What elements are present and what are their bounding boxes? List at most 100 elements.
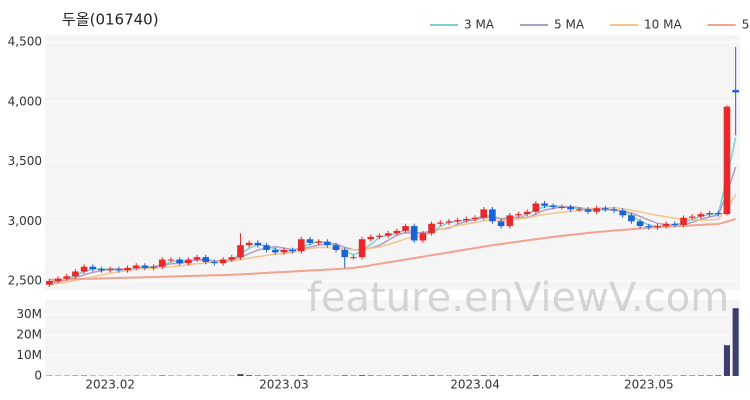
volume-bar [367, 375, 374, 376]
candle-body [402, 226, 409, 231]
chart-title: 두올(016740) [62, 11, 159, 29]
volume-bar [489, 375, 496, 376]
y-tick-label: 2,500 [8, 274, 42, 288]
candle-body [63, 276, 71, 279]
candle-body [393, 230, 401, 234]
candle-body [280, 249, 288, 253]
candle-body [428, 223, 435, 234]
candle-body [332, 245, 340, 250]
candle-body [193, 257, 201, 260]
candle-body [315, 241, 322, 243]
volume-bar [715, 375, 722, 376]
candle-body [489, 209, 496, 222]
y-tick-label: 3,500 [8, 154, 42, 168]
candle-body [515, 214, 522, 216]
candle-body [532, 203, 540, 212]
candle-body [271, 249, 279, 253]
candle-body [306, 239, 314, 243]
volume-bar [159, 375, 166, 376]
candle-body [245, 242, 253, 246]
candle-body [662, 223, 670, 227]
candle-body [454, 220, 461, 222]
candle-body [254, 242, 262, 246]
ma-line [49, 217, 736, 281]
y-tick-label: 4,000 [8, 94, 42, 108]
candle-body [46, 281, 53, 285]
candle-body [132, 265, 140, 268]
candle-body [237, 245, 244, 258]
candle-body [497, 221, 505, 227]
candle-body [228, 257, 236, 260]
watermark: feature.enViewV.com [307, 275, 729, 321]
candle-body [185, 259, 192, 264]
volume-bar [506, 375, 513, 376]
volume-bar [532, 375, 539, 376]
candle-body [593, 208, 600, 212]
candle-body [115, 269, 123, 271]
candle-body [150, 266, 157, 268]
volume-bar [254, 375, 261, 376]
candle-body [549, 205, 557, 207]
candle-body [297, 239, 305, 252]
volume-panel [45, 300, 740, 376]
candle-body [167, 259, 175, 261]
volume-bar [359, 375, 366, 376]
candle-body [289, 249, 296, 252]
candle-body [558, 206, 566, 208]
candle-body [89, 266, 97, 270]
volume-bar [706, 375, 713, 376]
candle-body [106, 269, 114, 271]
candle-body [680, 217, 687, 225]
x-tick-label: 2023.04 [450, 378, 500, 392]
candle-body [697, 214, 705, 217]
candle-body [202, 257, 210, 262]
candle-body [350, 257, 357, 259]
candle-body [567, 206, 574, 210]
candle-body [158, 259, 166, 267]
candle-body [706, 212, 713, 215]
volume-bar [428, 375, 435, 376]
volume-bar [480, 375, 487, 376]
candle-body [80, 266, 88, 272]
candle-body [575, 209, 583, 211]
volume-bar [237, 374, 244, 376]
candle-body [480, 209, 488, 218]
x-tick-label: 2023.03 [259, 378, 309, 392]
candle-body [219, 259, 227, 264]
candle-body [72, 271, 79, 277]
y-tick-label: 0 [34, 369, 42, 383]
volume-bar [298, 375, 305, 376]
volume-bar [723, 345, 731, 376]
y-tick-label: 30M [16, 307, 42, 321]
candle-body [732, 89, 739, 93]
candle-body [541, 203, 548, 206]
legend-label: 5 MA [554, 18, 585, 32]
y-tick-label: 3,000 [8, 214, 42, 228]
y-tick-label: 10M [16, 348, 42, 362]
candle-body [98, 269, 105, 271]
y-tick-label: 20M [16, 327, 42, 341]
candle-body [471, 217, 479, 219]
candle-body [723, 106, 731, 215]
candle-body [645, 226, 653, 228]
candle-body [688, 216, 696, 218]
candle-body [324, 241, 331, 246]
price-panel [45, 35, 740, 290]
candle-body [124, 267, 131, 271]
candle-body [584, 209, 592, 212]
volume-bar [411, 375, 418, 376]
x-tick-label: 2023.05 [624, 378, 674, 392]
candle-body [211, 261, 218, 264]
candle-body [619, 210, 627, 216]
candle-body [141, 265, 149, 268]
candle-body [628, 215, 635, 222]
candle-body [419, 233, 427, 241]
candle-body [506, 215, 514, 227]
legend-label: 50 MA [742, 18, 750, 32]
candle-body [263, 245, 270, 250]
candle-body [436, 222, 444, 224]
candle-body [714, 212, 722, 215]
x-tick-label: 2023.02 [85, 378, 135, 392]
candle-body [341, 249, 349, 258]
